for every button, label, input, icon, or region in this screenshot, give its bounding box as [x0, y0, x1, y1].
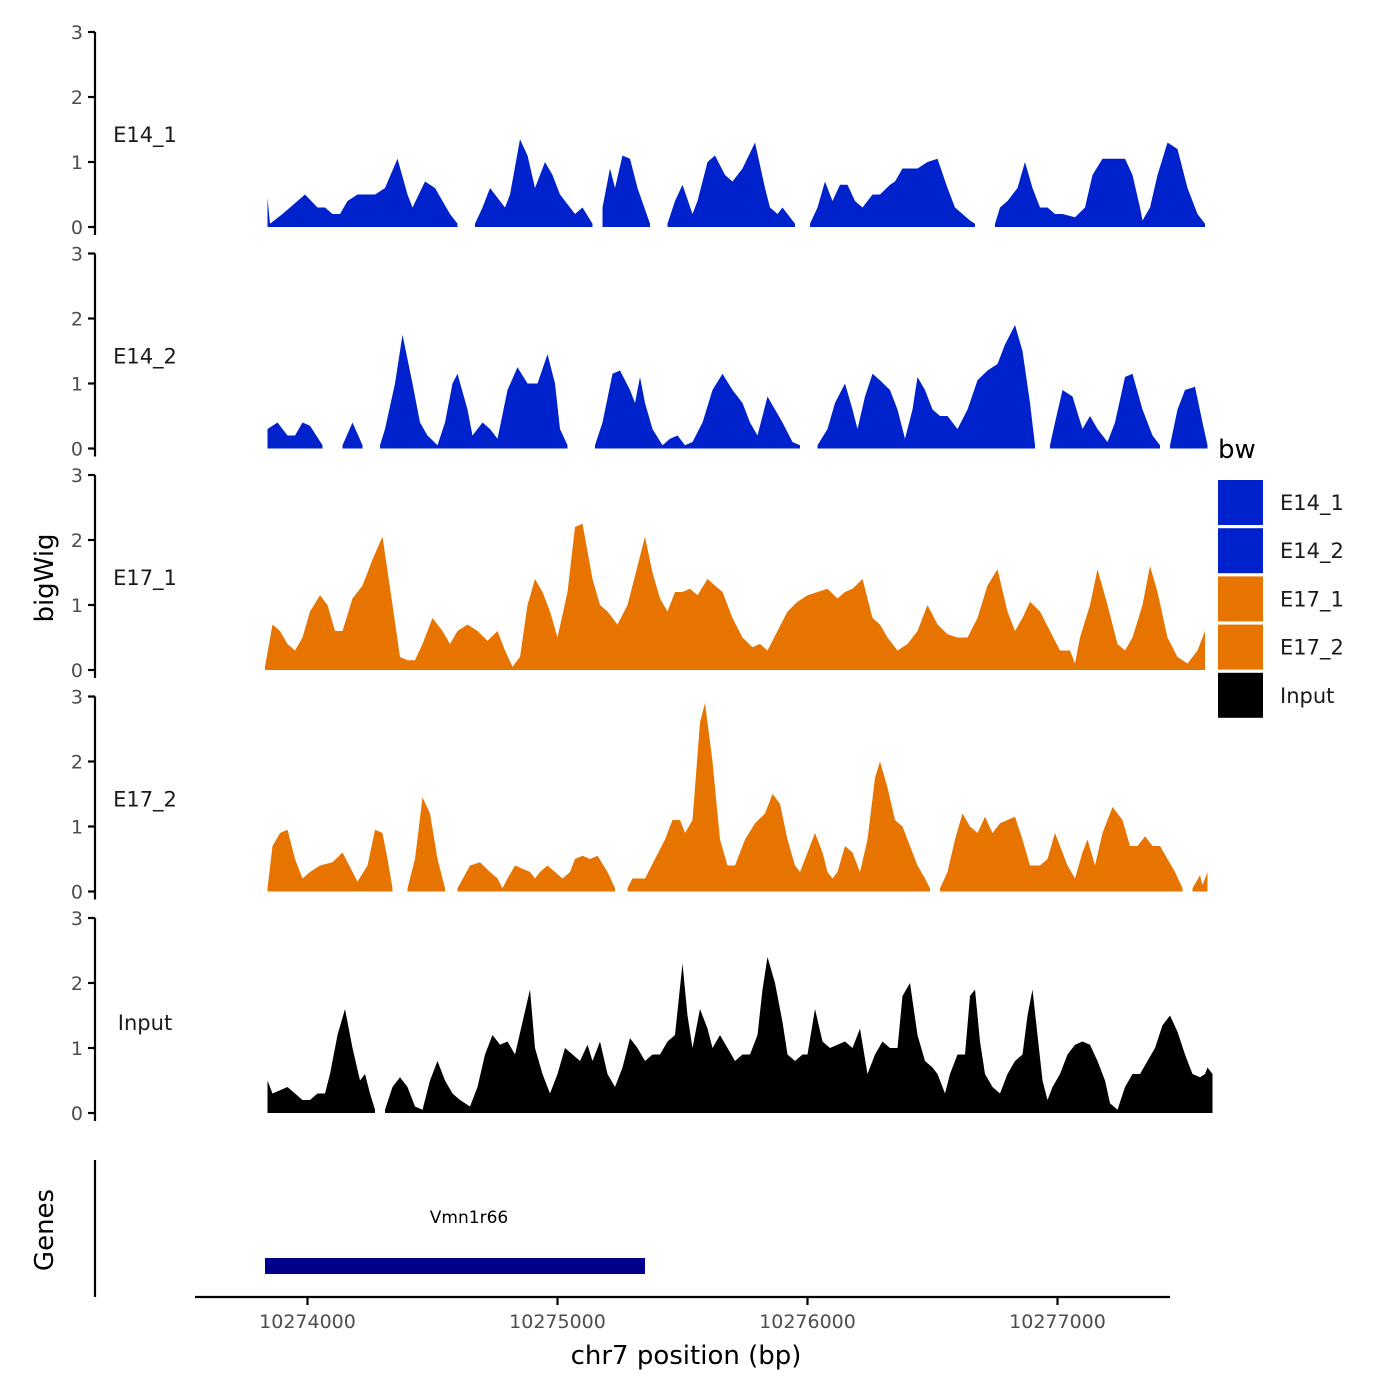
signal-area-e17-2 — [457, 855, 615, 892]
y-tick-label: 1 — [71, 152, 83, 174]
signal-area-e17-2 — [407, 797, 445, 892]
y-tick-label: 2 — [71, 530, 83, 552]
y-tick-label: 1 — [71, 1038, 83, 1060]
signal-area-e17-2 — [1192, 872, 1208, 892]
tracks-group: 0 1 2 3 E14_1 0 1 2 3 E14_2 0 1 2 3 E17_1 0 1 2 3 E17_2 0 1 2 3… — [71, 22, 1213, 1125]
legend-swatch — [1218, 528, 1263, 574]
y-axis-title: bigWig — [30, 533, 60, 622]
signal-area-e14-2 — [595, 370, 800, 449]
y-tick-label: 2 — [71, 752, 83, 774]
signal-area-e14-2 — [380, 334, 568, 449]
signal-area-e14-1 — [810, 158, 975, 227]
x-axis-title: chr7 position (bp) — [571, 1341, 802, 1371]
track-e14-2: 0 1 2 3 E14_2 — [71, 244, 1208, 461]
x-tick-label: 10276000 — [759, 1311, 856, 1333]
signal-area-e14-2 — [1170, 386, 1208, 449]
legend-swatch — [1218, 672, 1263, 718]
gene-track: Vmn1r66 — [93, 1160, 645, 1297]
y-tick-label: 3 — [71, 22, 83, 44]
legend-label: Input — [1280, 684, 1334, 708]
signal-area-e14-1 — [995, 142, 1205, 227]
legend-swatch — [1218, 480, 1263, 525]
y-tick-label: 1 — [71, 595, 83, 617]
legend: bw E14_1 E14_2 E17_1 E17_2 Input — [1218, 435, 1344, 718]
signal-area-e14-2 — [817, 325, 1035, 449]
y-tick-label: 2 — [71, 87, 83, 109]
legend-label: E14_1 — [1280, 491, 1344, 516]
y-tick-label: 2 — [71, 973, 83, 995]
y-tick-label: 3 — [71, 465, 83, 487]
signal-area-e14-1 — [475, 139, 593, 227]
track-e14-1: 0 1 2 3 E14_1 — [71, 22, 1205, 239]
signal-area-e14-2 — [342, 422, 363, 449]
track-e17-1: 0 1 2 3 E17_1 — [71, 465, 1205, 682]
signal-area-e17-2 — [940, 807, 1183, 892]
y-tick-label: 0 — [71, 217, 83, 239]
track-e17-2: 0 1 2 3 E17_2 — [71, 687, 1208, 904]
signal-area-e14-2 — [267, 422, 323, 449]
x-tick-label: 10274000 — [259, 1311, 356, 1333]
signal-area-e14-1 — [667, 142, 795, 227]
legend-label: E17_1 — [1280, 587, 1344, 612]
gene-label: Vmn1r66 — [430, 1208, 508, 1228]
y-tick-label: 0 — [71, 882, 83, 904]
signal-area-e14-1 — [602, 155, 650, 227]
track-input: 0 1 2 3 Input — [71, 908, 1213, 1125]
signal-area-e14-2 — [1050, 373, 1160, 449]
track-label: E17_1 — [113, 566, 177, 591]
x-axis: 10274000 10275000 10276000 10277000 — [195, 1295, 1170, 1333]
y-tick-label: 0 — [71, 660, 83, 682]
y-tick-label: 3 — [71, 244, 83, 266]
track-label: Input — [118, 1011, 172, 1035]
legend-swatch — [1218, 624, 1263, 670]
track-label: E14_1 — [113, 123, 177, 148]
y-tick-label: 1 — [71, 374, 83, 396]
x-tick-label: 10275000 — [509, 1311, 606, 1333]
track-label: E14_2 — [113, 345, 177, 370]
legend-swatch — [1218, 576, 1263, 622]
signal-area-input — [385, 957, 1213, 1113]
legend-label: E14_2 — [1280, 539, 1344, 564]
signal-area-e17-2 — [627, 703, 930, 892]
signal-area-e17-2 — [267, 829, 393, 892]
signal-area-e14-1 — [267, 158, 458, 227]
gene-body — [265, 1258, 645, 1274]
y-tick-label: 2 — [71, 309, 83, 331]
track-label: E17_2 — [113, 788, 177, 813]
gene-track-title: Genes — [30, 1189, 60, 1271]
signal-area-input — [267, 1009, 375, 1113]
y-tick-label: 3 — [71, 908, 83, 930]
x-tick-label: 10277000 — [1009, 1311, 1106, 1333]
signal-area-e17-1 — [265, 523, 1205, 670]
legend-title: bw — [1218, 435, 1256, 465]
y-tick-label: 3 — [71, 687, 83, 709]
y-tick-label: 0 — [71, 1103, 83, 1125]
y-tick-label: 1 — [71, 817, 83, 839]
y-tick-label: 0 — [71, 439, 83, 461]
legend-label: E17_2 — [1280, 636, 1344, 661]
